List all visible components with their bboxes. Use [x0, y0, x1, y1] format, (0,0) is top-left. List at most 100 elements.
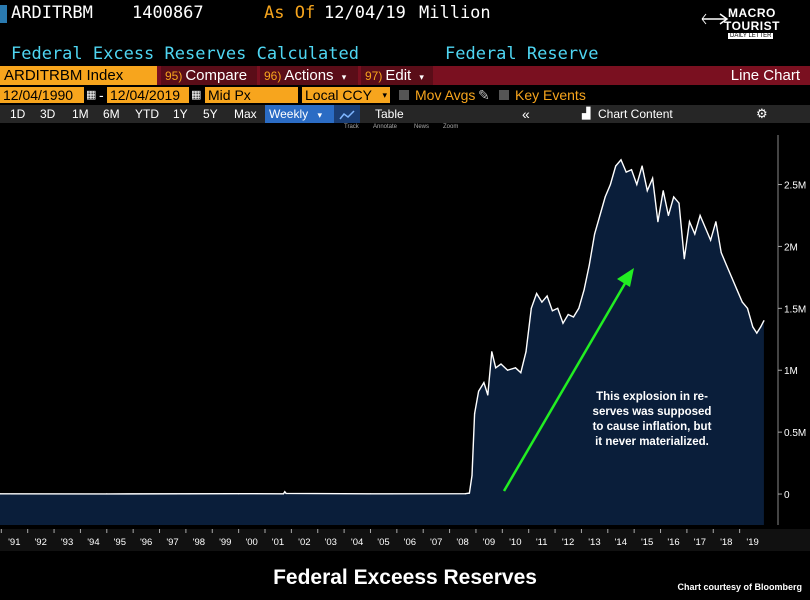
annotation-text: This explosion in re- serves was suppose…: [577, 390, 727, 450]
x-tick-label: '04: [351, 537, 363, 548]
currency-field[interactable]: Local CCY ▾: [302, 87, 390, 103]
key-events-label: Key Events: [515, 87, 586, 103]
range-max[interactable]: Max: [234, 107, 257, 121]
price-field[interactable]: Mid Px: [205, 87, 298, 103]
data-point: [746, 307, 749, 309]
calendar-icon[interactable]: ▦: [86, 89, 97, 101]
bar-chart-icon: ▟: [582, 108, 591, 120]
x-tick-label: '06: [404, 537, 416, 548]
series-source: Federal Reserve: [445, 44, 599, 64]
data-point: [756, 332, 758, 334]
data-point: [583, 289, 585, 291]
data-point: [464, 493, 466, 495]
actions-menu[interactable]: 96) Actions ▾: [260, 66, 358, 85]
x-tick-label: '10: [509, 537, 521, 548]
data-point: [282, 493, 285, 495]
data-point: [741, 301, 743, 303]
data-point: [525, 351, 527, 353]
key-events-checkbox[interactable]: [499, 90, 509, 100]
collapse-icon[interactable]: «: [522, 106, 530, 122]
figure-caption: Federal Exceess Reserves: [273, 566, 537, 589]
edit-menu[interactable]: 97) Edit ▾: [361, 66, 433, 85]
annotate-tool[interactable]: Annotate: [373, 124, 398, 130]
y-tick-label: 1M: [784, 366, 798, 377]
x-tick-label: '91: [8, 537, 20, 548]
x-tick-label: '16: [667, 537, 679, 548]
data-point: [483, 382, 485, 384]
data-point: [699, 214, 701, 217]
end-date-field[interactable]: 12/04/2019: [107, 87, 189, 103]
y-tick-label: 1.5M: [784, 304, 806, 315]
caret-down-icon: ▾: [341, 72, 347, 82]
chart-content-button[interactable]: Chart Content: [598, 107, 673, 121]
line-chart-icon[interactable]: [334, 105, 360, 123]
data-point: [471, 474, 473, 477]
zoom-tool[interactable]: Zoom: [443, 124, 459, 130]
data-point: [514, 367, 517, 369]
caret-down-icon: ▾: [382, 90, 387, 100]
data-point: [567, 313, 569, 316]
pencil-icon[interactable]: ✎: [478, 87, 490, 103]
x-tick-label: '12: [562, 537, 574, 548]
start-date-field[interactable]: 12/04/1990: [0, 87, 84, 103]
data-point: [474, 413, 476, 415]
logo-line-3: DAILY LETTER: [728, 33, 774, 39]
table-button[interactable]: Table: [375, 107, 404, 121]
data-point: [678, 202, 680, 204]
x-tick-label: '08: [456, 537, 468, 548]
compare-button[interactable]: 95) Compare: [161, 66, 257, 85]
edit-label: Edit: [385, 67, 412, 84]
arrowhead-icon: [617, 268, 634, 287]
data-point: [657, 221, 659, 223]
data-point: [495, 367, 497, 369]
series-area: [0, 159, 764, 526]
range-6m[interactable]: 6M: [103, 107, 120, 121]
data-point: [715, 221, 717, 223]
x-tick-label: '19: [746, 537, 758, 548]
x-tick-label: '02: [298, 537, 310, 548]
x-tick-label: '13: [588, 537, 600, 548]
range-1d[interactable]: 1D: [10, 107, 26, 121]
news-tool[interactable]: News: [414, 124, 430, 130]
date-separator: -: [99, 87, 104, 103]
data-point: [731, 276, 733, 278]
data-point: [284, 491, 286, 493]
gear-icon[interactable]: ⚙: [756, 106, 768, 121]
frequency-dropdown[interactable]: Weekly ▾: [265, 105, 335, 123]
chart-tools: Track Annotate News Zoom: [0, 124, 810, 133]
security-field[interactable]: ARDITRBM Index: [0, 66, 157, 85]
range-1m[interactable]: 1M: [72, 107, 89, 121]
calendar-icon[interactable]: ▦: [191, 89, 202, 101]
x-tick-label: '14: [615, 537, 627, 548]
asof-date: 12/04/19: [324, 3, 406, 23]
annotation-line: to cause inflation, but: [592, 421, 712, 433]
range-ytd[interactable]: YTD: [135, 107, 159, 121]
data-point: [594, 233, 596, 235]
data-point: [541, 301, 543, 303]
caret-down-icon: ▾: [419, 72, 424, 82]
data-point: [468, 492, 470, 494]
data-point: [507, 369, 509, 371]
range-3d[interactable]: 3D: [40, 107, 56, 121]
logo-line-1: MACRO: [728, 6, 776, 20]
x-tick-label: '18: [720, 537, 732, 548]
header-marker: [0, 5, 7, 23]
actions-number: 96): [264, 69, 282, 83]
data-point: [620, 159, 622, 161]
data-point: [520, 372, 522, 374]
x-tick-label: '99: [219, 537, 231, 548]
x-tick-label: '11: [536, 537, 548, 548]
currency-value: Local CCY: [305, 87, 372, 103]
data-point: [704, 227, 707, 229]
range-1y[interactable]: 1Y: [173, 107, 188, 121]
data-point: [546, 295, 548, 297]
data-point: [720, 252, 722, 254]
range-5y[interactable]: 5Y: [203, 107, 218, 121]
data-point: [641, 165, 643, 167]
mov-avgs-checkbox[interactable]: [399, 90, 409, 100]
data-point: [725, 264, 728, 266]
x-tick-label: '03: [325, 537, 337, 548]
data-point: [736, 289, 738, 291]
track-tool[interactable]: Track: [344, 124, 359, 130]
logo-line-2: TOURIST: [724, 19, 780, 33]
